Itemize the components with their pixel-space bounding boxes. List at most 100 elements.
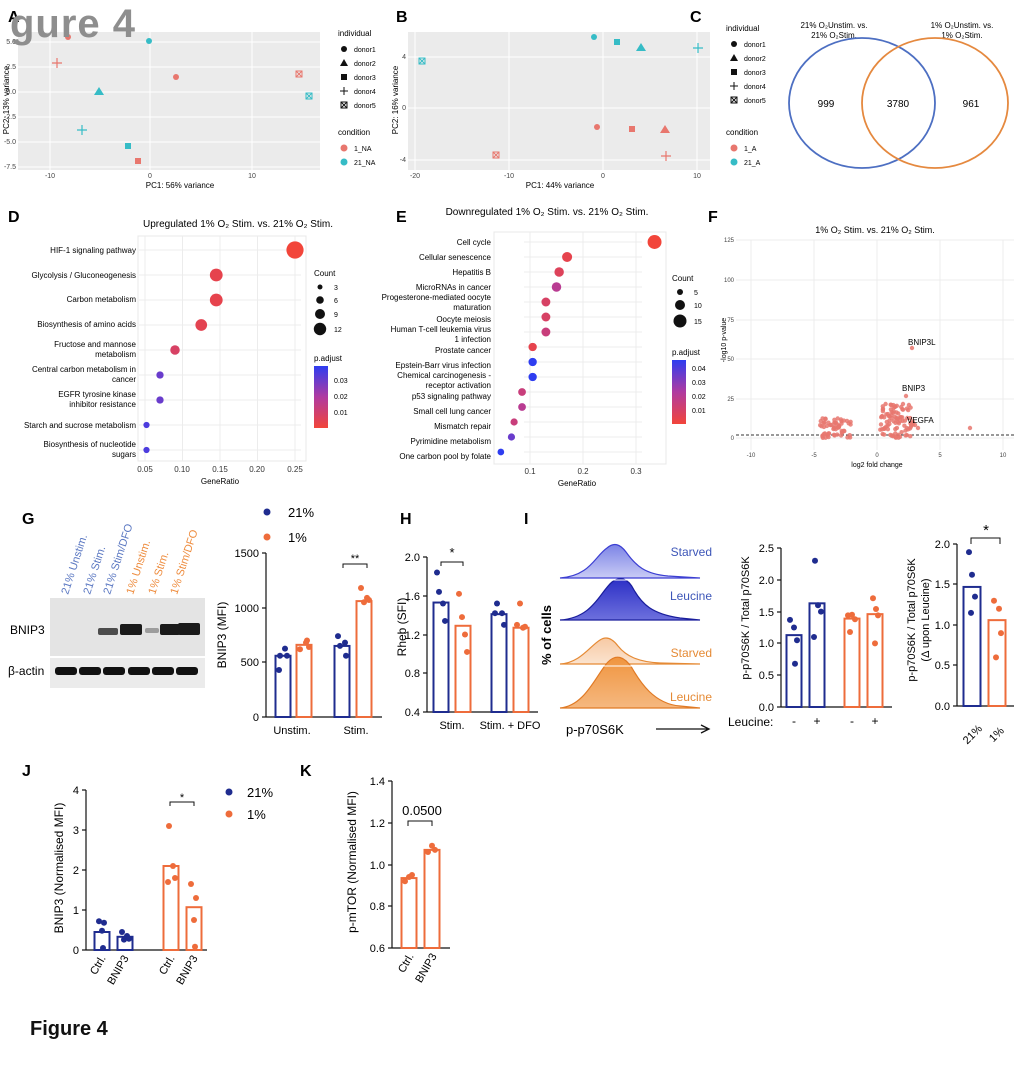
y-tick: 0.4 [405, 707, 420, 719]
x-tick: 10 [1000, 453, 1007, 459]
y-tick: 2 [73, 865, 79, 877]
x-category: Stim. + DFO [480, 720, 541, 732]
panel-c: individual donor1 donor2 donor3 donor4 d… [726, 21, 1009, 169]
leucine-label: Leucine: [728, 715, 773, 729]
histogram-labels: Starved Leucine Starved Leucine [670, 545, 712, 704]
term-label: Biosynthesis of amino acids [37, 320, 136, 329]
y-tick: 1000 [235, 603, 259, 615]
enrichment-dot [286, 241, 304, 259]
term-label: Mismatch repair [434, 422, 491, 431]
x-tick: 0 [875, 453, 879, 459]
enrichment-dot [541, 327, 551, 337]
data-point [787, 616, 793, 623]
axes [423, 556, 538, 713]
pca-points [418, 34, 703, 161]
data-point [966, 549, 972, 556]
panel-letter-f: F [708, 209, 718, 226]
legend-dot-icon [225, 788, 233, 796]
volcano-grid [736, 239, 1014, 450]
legend-condition-title: condition [726, 128, 758, 137]
panel-letter-g: G [22, 511, 34, 528]
padj-tick: 0.04 [692, 366, 706, 373]
term-label: inhibitor resistance [69, 400, 136, 409]
padj-tick: 0.02 [334, 394, 348, 401]
legend-triangle-icon [340, 59, 348, 66]
enrichment-dot [528, 342, 537, 352]
enrichment-dot [156, 396, 164, 404]
legend-label-21: 21% [288, 505, 314, 520]
volcano-point [897, 418, 903, 424]
data-point [812, 557, 818, 564]
legend-entry: donor5 [354, 103, 376, 110]
x-tick: 0.05 [137, 465, 153, 474]
x-category: BNIP3 [105, 954, 131, 988]
bars [785, 557, 884, 709]
padj-colorbar [314, 366, 328, 428]
volcano-point [828, 422, 833, 428]
point-donor3-21na [125, 143, 131, 149]
volcano-point [900, 407, 906, 412]
data-point [792, 660, 798, 667]
western-band [178, 623, 200, 635]
x-tick: 0.3 [630, 467, 642, 476]
data-point [492, 610, 498, 617]
volcano-point [832, 424, 837, 429]
data-point [499, 610, 505, 617]
significance-bracket [440, 561, 464, 566]
data-point [99, 927, 105, 934]
band-label-actin: β-actin [8, 664, 44, 678]
point-donor1-1a [594, 124, 600, 130]
pca-grid [18, 32, 320, 170]
volcano-point [824, 423, 830, 429]
x-category: Ctrl. [88, 954, 108, 977]
volcano-point [880, 406, 886, 411]
bar [185, 906, 203, 952]
term-label: Starch and sucrose metabolism [24, 421, 136, 430]
volcano-point [881, 432, 887, 437]
p-value-label: 0.0500 [402, 803, 442, 818]
legend-plus-icon [340, 87, 348, 95]
x-tick: 0 [601, 173, 605, 180]
y-tick: 1.0 [370, 860, 385, 872]
histogram-starved-1 [559, 637, 701, 665]
y-axis-label: PC2: 16% variance [391, 65, 400, 134]
term-label: Central carbon metabolism in [32, 365, 136, 374]
axes [82, 789, 207, 951]
term-label: Glycolysis / Gluconeogenesis [32, 271, 137, 280]
volcano-point [915, 425, 921, 431]
data-point [993, 654, 999, 661]
point-donor5-1na [295, 70, 303, 78]
panel-letter-c: C [690, 9, 702, 26]
y-tick: 100 [724, 278, 735, 284]
term-label: Hepatitis B [452, 268, 491, 277]
term-label: Progesterone-mediated oocyte [382, 293, 492, 302]
data-point [852, 616, 858, 623]
data-point [875, 612, 881, 619]
panel-letters: A B C D E F G H I J K [8, 9, 718, 780]
panel-h: Rheb (SFI) 2.0 1.6 1.2 0.8 0.4 Stim. Sti… [395, 545, 541, 732]
x-tick: 10 [248, 173, 256, 180]
bar [987, 619, 1007, 708]
data-point [996, 605, 1002, 612]
data-point [811, 634, 817, 641]
y-tick: 1.4 [370, 776, 385, 788]
count-dot-icon [315, 309, 325, 319]
legend-circle-icon [731, 41, 737, 47]
term-label: metabolism [95, 350, 136, 359]
count-legend-title: Count [314, 269, 336, 278]
point-donor3-1na [135, 158, 141, 164]
enrichment-dot [143, 446, 150, 454]
data-point [791, 624, 797, 631]
volcano-point [882, 415, 887, 420]
volcano-point [888, 407, 894, 412]
bar [400, 877, 418, 949]
leucine-sign: + [813, 714, 820, 728]
y-tick: 1500 [235, 548, 259, 560]
enrichment-dot [528, 357, 537, 367]
y-tick: 0 [253, 712, 259, 724]
count-dot-icon [677, 289, 683, 295]
gene-label-vegfa: VEGFA [907, 416, 934, 425]
data-point [968, 609, 974, 616]
significance-bracket [407, 820, 433, 826]
